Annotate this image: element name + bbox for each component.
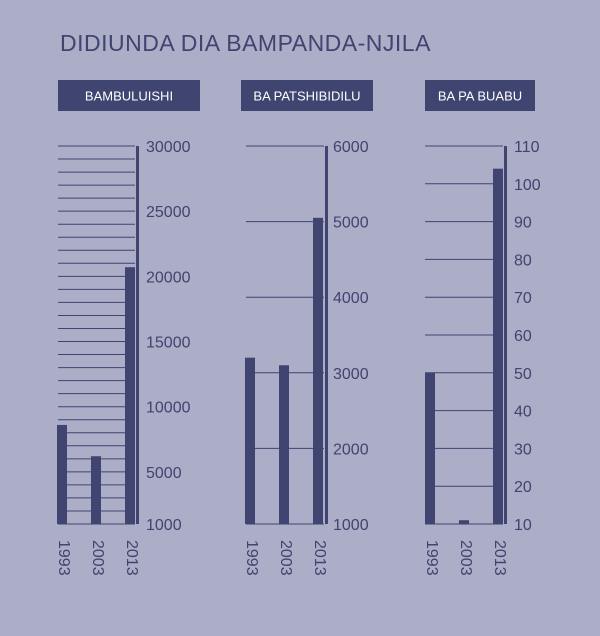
- panel-header-box: [58, 80, 200, 111]
- y-tick-label: 20000: [146, 269, 191, 286]
- y-tick-label: 10: [514, 517, 532, 534]
- x-category-label: 1993: [423, 540, 440, 576]
- y-tick-label: 5000: [146, 465, 182, 482]
- y-axis-line: [136, 146, 139, 524]
- bar-2013: [493, 168, 503, 524]
- y-tick-label: 1000: [146, 517, 182, 534]
- x-category-label: 2003: [89, 540, 106, 576]
- x-category-label: 2013: [491, 540, 508, 576]
- y-tick-label: 2000: [333, 441, 369, 458]
- y-tick-label: 10000: [146, 400, 191, 417]
- y-tick-label: 40: [514, 404, 532, 421]
- y-tick-label: 80: [514, 252, 532, 269]
- bar-2013: [125, 267, 135, 524]
- x-category-label: 2003: [277, 540, 294, 576]
- y-tick-label: 70: [514, 290, 532, 307]
- y-tick-label: 90: [514, 215, 532, 232]
- y-tick-label: 30: [514, 441, 532, 458]
- panel-title: BA PA BUABU: [438, 89, 522, 104]
- chart-title: DIDIUNDA DIA BAMPANDA-NJILA: [60, 30, 431, 56]
- y-tick-label: 5000: [333, 215, 369, 232]
- y-tick-label: 4000: [333, 290, 369, 307]
- y-tick-label: 3000: [333, 366, 369, 383]
- y-tick-label: 25000: [146, 204, 191, 221]
- bar-1993: [245, 357, 255, 524]
- y-tick-label: 110: [514, 139, 540, 156]
- y-axis-line: [325, 146, 328, 524]
- bar-1993: [425, 372, 435, 524]
- x-category-label: 1993: [55, 540, 72, 576]
- y-tick-label: 60: [514, 328, 532, 345]
- panel-title: BA PATSHIBIDILU: [253, 89, 360, 104]
- y-tick-label: 30000: [146, 139, 191, 156]
- bar-2003: [279, 365, 289, 524]
- y-tick-label: 20: [514, 479, 532, 496]
- y-axis-line: [504, 146, 507, 524]
- x-category-label: 2013: [311, 540, 328, 576]
- bar-2003: [91, 456, 101, 524]
- y-tick-label: 100: [514, 177, 541, 194]
- panel-header-box: [425, 80, 535, 111]
- panel-title: BAMBULUISHI: [85, 89, 173, 104]
- y-tick-label: 6000: [333, 139, 369, 156]
- y-tick-label: 50: [514, 366, 532, 383]
- y-tick-label: 1000: [333, 517, 369, 534]
- y-tick-label: 15000: [146, 335, 191, 352]
- x-category-label: 1993: [243, 540, 260, 576]
- x-category-label: 2003: [457, 540, 474, 576]
- bar-2003: [459, 520, 469, 524]
- panel-header-box: [241, 80, 373, 111]
- x-category-label: 2013: [123, 540, 140, 576]
- bar-1993: [57, 424, 67, 524]
- bar-2013: [313, 217, 323, 524]
